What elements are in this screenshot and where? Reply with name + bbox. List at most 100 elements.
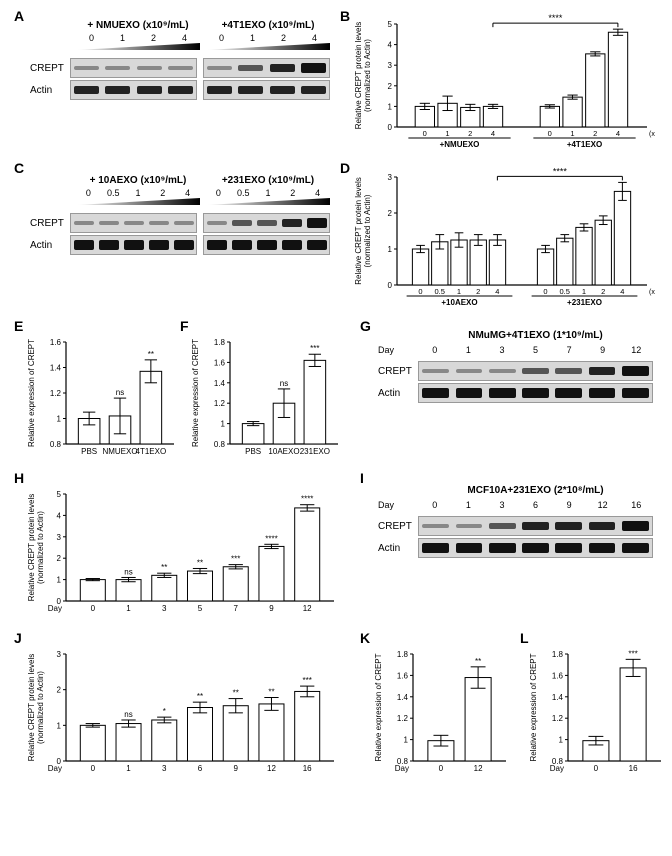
label-b: B (340, 8, 350, 24)
label-l: L (520, 630, 529, 646)
svg-text:Relative CREPT protein levels(: Relative CREPT protein levels(normalized… (28, 654, 45, 761)
svg-text:0: 0 (91, 764, 96, 773)
label-h: H (14, 470, 24, 486)
crept-label-c: CREPT (30, 218, 70, 229)
svg-text:1: 1 (445, 129, 449, 138)
svg-text:ns: ns (124, 710, 132, 719)
svg-text:1.4: 1.4 (397, 693, 409, 702)
svg-text:PBS: PBS (245, 447, 261, 456)
svg-text:0: 0 (91, 604, 96, 613)
svg-text:4: 4 (620, 287, 624, 296)
label-g: G (360, 318, 371, 334)
svg-text:Relative expression of CREPT: Relative expression of CREPT (28, 339, 36, 447)
actin-label-i: Actin (378, 543, 418, 554)
svg-text:1.6: 1.6 (552, 671, 564, 680)
svg-text:**: ** (197, 692, 203, 701)
svg-text:***: *** (231, 555, 240, 564)
svg-text:6: 6 (198, 764, 203, 773)
svg-text:0: 0 (423, 129, 427, 138)
svg-text:3: 3 (57, 650, 62, 659)
svg-text:1.4: 1.4 (552, 693, 564, 702)
panel-c-blot: + 10AEXO (x10⁹/mL) +231EXO (x10⁹/mL) 00.… (30, 175, 330, 257)
svg-text:2: 2 (388, 82, 393, 91)
svg-text:+NMUEXO: +NMUEXO (440, 140, 480, 149)
svg-text:2: 2 (601, 287, 605, 296)
svg-text:1: 1 (57, 721, 62, 730)
svg-text:Day: Day (48, 764, 62, 773)
svg-text:Relative expression of CREPT: Relative expression of CREPT (530, 653, 538, 761)
svg-text:+10AEXO: +10AEXO (441, 298, 477, 307)
panel-g-title: NMuMG+4T1EXO (1*10⁹/mL) (378, 330, 653, 341)
svg-text:1: 1 (126, 764, 131, 773)
svg-text:***: *** (628, 649, 637, 658)
svg-text:12: 12 (303, 604, 312, 613)
svg-text:**: ** (233, 689, 239, 698)
panel-g-blot: NMuMG+4T1EXO (1*10⁹/mL) Day 01357912 CRE… (378, 330, 653, 405)
svg-text:0.5: 0.5 (434, 287, 444, 296)
label-i: I (360, 470, 364, 486)
svg-text:NMUEXO: NMUEXO (102, 447, 137, 456)
svg-text:1: 1 (388, 245, 393, 254)
svg-text:+4T1EXO: +4T1EXO (567, 140, 602, 149)
svg-text:(x10⁹/mL): (x10⁹/mL) (649, 289, 655, 296)
svg-text:5: 5 (198, 604, 203, 613)
svg-text:7: 7 (234, 604, 239, 613)
svg-text:**: ** (475, 657, 481, 666)
label-k: K (360, 630, 370, 646)
svg-text:3: 3 (162, 604, 167, 613)
actin-label-c: Actin (30, 240, 70, 251)
svg-text:1: 1 (126, 604, 131, 613)
svg-text:2: 2 (57, 686, 62, 695)
svg-text:**: ** (148, 350, 154, 359)
svg-text:****: **** (301, 495, 313, 504)
label-j: J (14, 630, 22, 646)
svg-text:Relative CREPT protein levels(: Relative CREPT protein levels(normalized… (28, 494, 45, 601)
svg-text:**: ** (161, 563, 167, 572)
svg-text:16: 16 (303, 764, 312, 773)
panel-l-chart: 0.811.21.41.61.8Relative expression of C… (530, 640, 665, 785)
svg-text:4: 4 (388, 41, 393, 50)
svg-text:1.6: 1.6 (397, 671, 409, 680)
svg-text:1.2: 1.2 (552, 714, 564, 723)
svg-text:4: 4 (495, 287, 499, 296)
svg-text:ns: ns (124, 567, 132, 576)
day-label-g: Day (378, 345, 418, 355)
svg-text:****: **** (548, 13, 563, 23)
label-e: E (14, 318, 23, 334)
panel-i-title: MCF10A+231EXO (2*10⁸/mL) (378, 485, 653, 496)
svg-text:ns: ns (116, 388, 124, 397)
svg-text:2: 2 (468, 129, 472, 138)
svg-text:1: 1 (404, 736, 409, 745)
svg-text:Relative expression of CREPT: Relative expression of CREPT (375, 653, 383, 761)
svg-text:1.8: 1.8 (214, 338, 226, 347)
svg-text:4: 4 (57, 511, 62, 520)
svg-text:1.2: 1.2 (397, 714, 409, 723)
svg-text:Day: Day (550, 764, 564, 773)
svg-text:2: 2 (476, 287, 480, 296)
panel-j-chart: 0123Relative CREPT protein levels(normal… (28, 640, 338, 785)
label-c: C (14, 160, 24, 176)
svg-text:0.8: 0.8 (214, 440, 226, 449)
svg-text:0: 0 (418, 287, 422, 296)
svg-text:12: 12 (267, 764, 276, 773)
panel-a-right-title: +4T1EXO (x10⁹/mL) (206, 20, 330, 31)
svg-text:16: 16 (629, 764, 638, 773)
svg-text:1.4: 1.4 (214, 379, 226, 388)
svg-text:Relative CREPT protein levels(: Relative CREPT protein levels(normalized… (355, 177, 372, 284)
svg-text:1: 1 (57, 576, 62, 585)
svg-text:1: 1 (57, 415, 62, 424)
svg-text:10AEXO: 10AEXO (268, 447, 299, 456)
svg-text:1: 1 (388, 102, 393, 111)
svg-text:Relative expression of CREPT: Relative expression of CREPT (192, 339, 200, 447)
svg-text:1.6: 1.6 (50, 338, 62, 347)
svg-text:1.8: 1.8 (397, 650, 409, 659)
panel-a-left-title: + NMUEXO (x10⁹/mL) (76, 20, 200, 31)
svg-text:1.8: 1.8 (552, 650, 564, 659)
crept-label-i: CREPT (378, 521, 418, 532)
actin-label: Actin (30, 85, 70, 96)
svg-text:0: 0 (388, 123, 393, 132)
panel-i-blot: MCF10A+231EXO (2*10⁸/mL) Day 013691216 C… (378, 485, 653, 560)
svg-text:1: 1 (570, 129, 574, 138)
svg-text:1: 1 (559, 736, 564, 745)
label-a: A (14, 8, 24, 24)
